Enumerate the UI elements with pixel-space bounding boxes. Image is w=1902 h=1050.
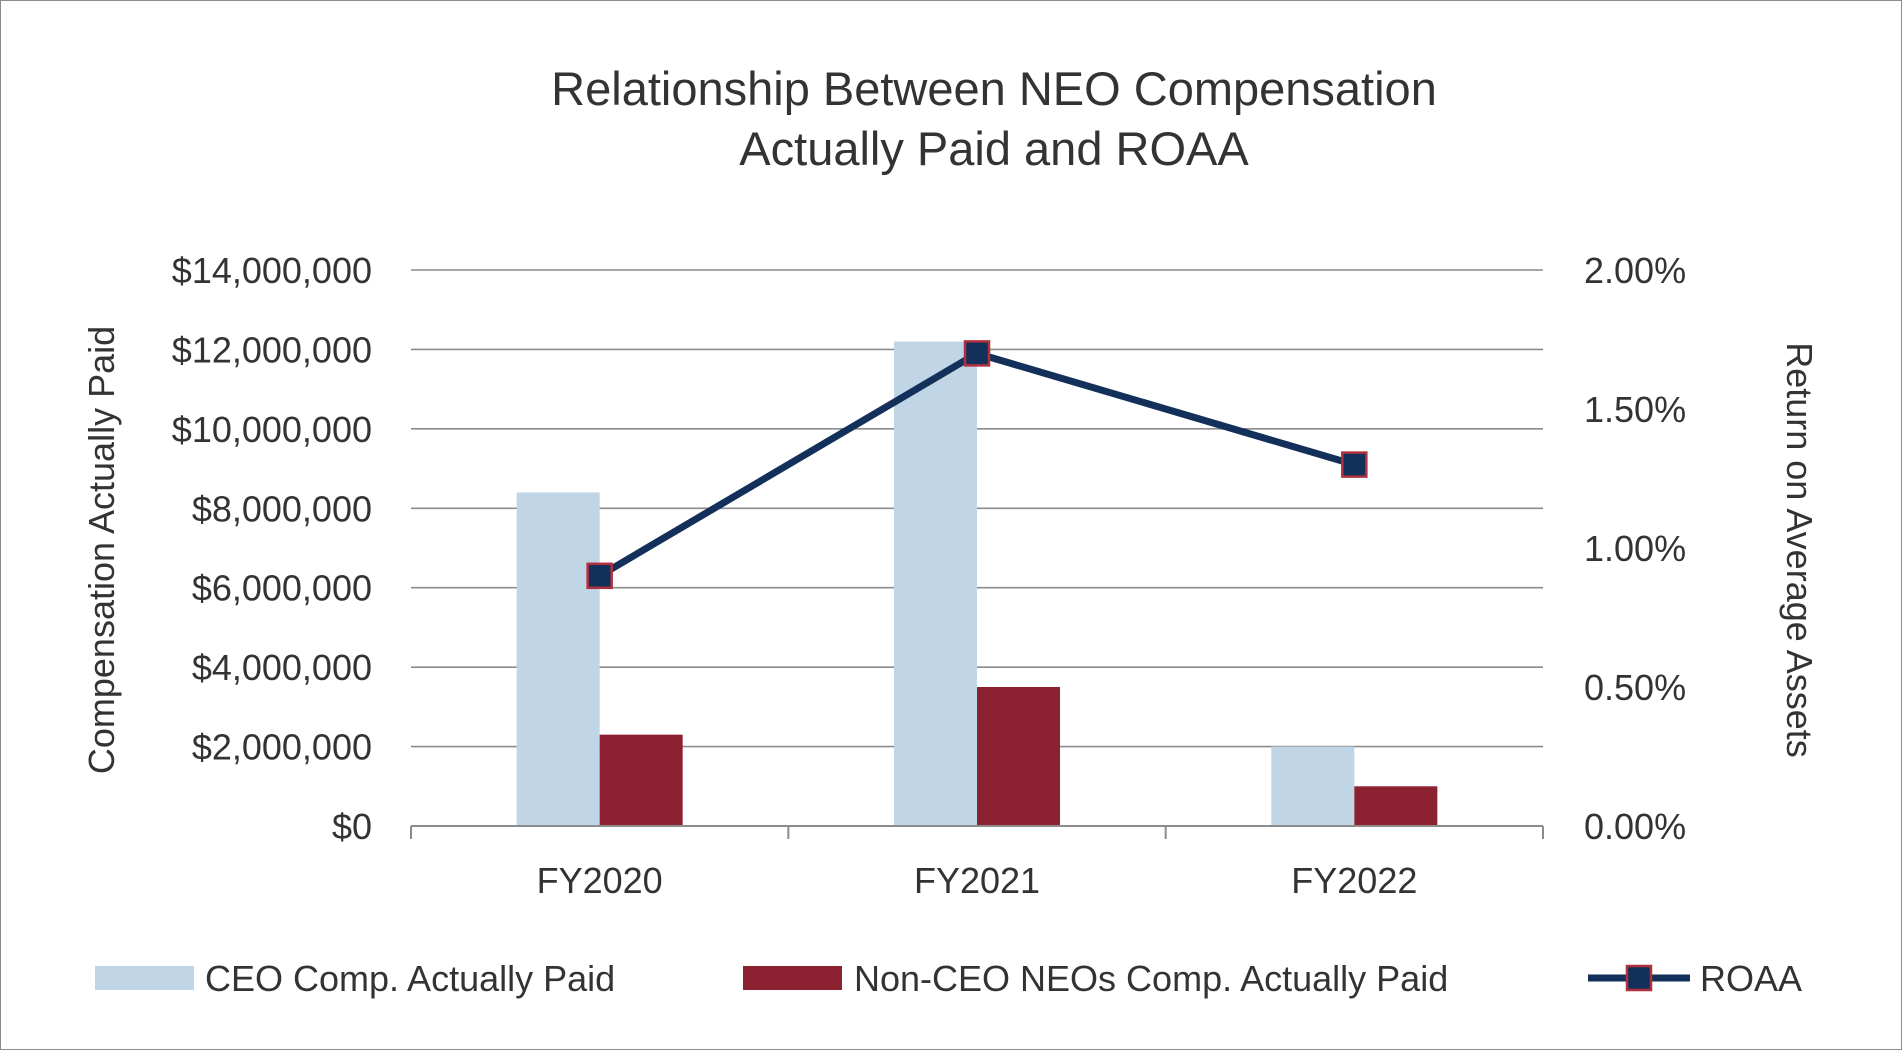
- bars: [516, 341, 1438, 826]
- y-axis-label: Compensation Actually Paid: [81, 326, 122, 774]
- y2-tick-label: 2.00%: [1584, 250, 1686, 291]
- y2-tick-label: 1.50%: [1584, 389, 1686, 430]
- bar-non-ceo-neos-comp: [599, 734, 683, 826]
- legend: CEO Comp. Actually Paid Non-CEO NEOs Comp…: [95, 958, 1802, 999]
- roaa-marker: [1341, 451, 1368, 478]
- roaa-marker: [586, 562, 613, 590]
- y-tick-label: $8,000,000: [192, 488, 372, 529]
- legend-label-roaa: ROAA: [1700, 958, 1802, 999]
- chart-title-line-1: Relationship Between NEO Compensation: [551, 62, 1437, 115]
- roaa-marker: [963, 340, 991, 367]
- y2-tick-label: 0.00%: [1584, 806, 1686, 847]
- y-tick-label: $10,000,000: [172, 409, 372, 450]
- y-tick-label: $12,000,000: [172, 329, 372, 370]
- y-tick-label: $4,000,000: [192, 647, 372, 688]
- legend-swatch-ceo: [95, 966, 194, 990]
- bar-ceo-comp: [894, 341, 977, 826]
- legend-swatch-roaa-marker: [1625, 964, 1653, 992]
- legend-swatch-non-ceo: [743, 966, 842, 990]
- chart-title-line-2: Actually Paid and ROAA: [739, 122, 1249, 175]
- bar-ceo-comp: [1271, 746, 1355, 826]
- y-tick-label: $0: [332, 806, 372, 847]
- bar-non-ceo-neos-comp: [1354, 786, 1438, 826]
- bar-ceo-comp: [516, 492, 600, 826]
- x-tick-label: FY2020: [537, 860, 663, 901]
- x-tick-label: FY2022: [1291, 860, 1417, 901]
- bar-non-ceo-neos-comp: [977, 687, 1060, 826]
- y2-axis-label: Return on Average Assets: [1779, 342, 1820, 758]
- axes: $0 $2,000,000 $4,000,000 $6,000,000 $8,000,0…: [172, 250, 1686, 901]
- y2-tick-label: 0.50%: [1584, 667, 1686, 708]
- x-tick-label: FY2021: [914, 860, 1040, 901]
- y-tick-label: $2,000,000: [192, 727, 372, 768]
- y2-tick-label: 1.00%: [1584, 528, 1686, 569]
- roaa-line: [586, 340, 1368, 590]
- y-tick-label: $14,000,000: [172, 250, 372, 291]
- y-tick-label: $6,000,000: [192, 568, 372, 609]
- legend-label-ceo: CEO Comp. Actually Paid: [205, 958, 615, 999]
- legend-label-non-ceo: Non-CEO NEOs Comp. Actually Paid: [854, 958, 1448, 999]
